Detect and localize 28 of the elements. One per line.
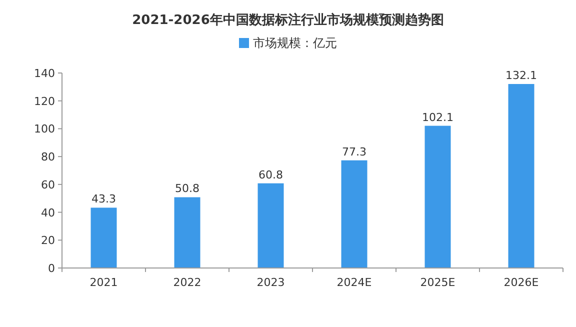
bar (341, 160, 368, 268)
y-tick-label: 20 (41, 234, 55, 248)
bar (174, 197, 200, 268)
data-label: 102.1 (422, 110, 454, 124)
y-tick-label: 40 (41, 206, 55, 220)
data-label: 43.3 (92, 192, 116, 206)
data-label: 60.8 (258, 168, 283, 182)
bar (424, 126, 451, 268)
x-tick-label: 2026E (504, 276, 539, 289)
y-tick-label: 60 (41, 178, 55, 192)
x-tick-label: 2023 (256, 276, 285, 289)
y-tick-label: 100 (34, 122, 55, 136)
data-label: 50.8 (175, 182, 200, 196)
x-tick-label: 2022 (173, 276, 202, 289)
x-tick-label: 2024E (336, 276, 372, 289)
legend-label: 市场规模：亿元 (253, 36, 337, 50)
bar (508, 84, 534, 268)
data-label: 77.3 (342, 145, 366, 158)
y-tick-label: 80 (41, 150, 55, 164)
y-tick-label: 0 (48, 262, 55, 275)
x-tick-label: 2021 (90, 276, 118, 289)
bar (90, 208, 117, 268)
bar (258, 183, 284, 268)
x-tick-label: 2025E (420, 276, 456, 289)
y-tick-label: 120 (34, 94, 55, 108)
y-tick-label: 140 (34, 67, 55, 80)
data-label: 132.1 (506, 69, 537, 82)
chart-title: 2021-2026年中国数据标注行业市场规模预测趋势图 (132, 12, 444, 28)
